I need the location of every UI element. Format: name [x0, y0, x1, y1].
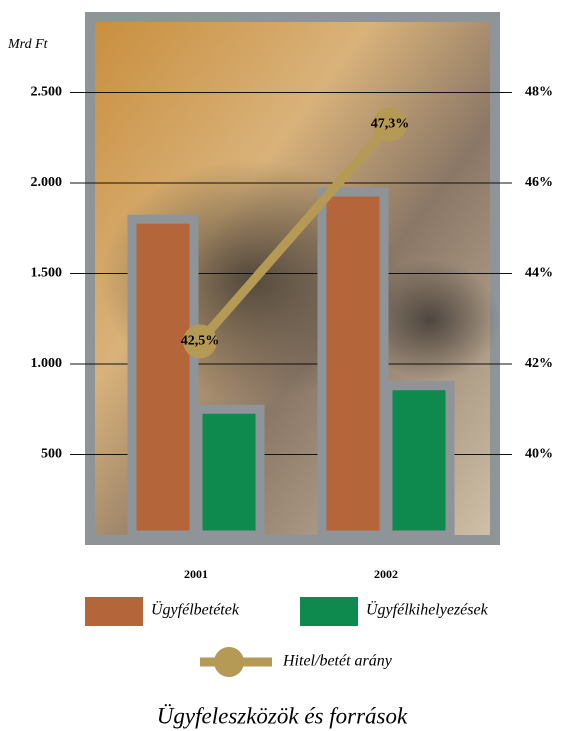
- legend-label: Hitel/betét arány: [282, 653, 393, 670]
- y-tick-label: 1.000: [31, 356, 63, 371]
- y2-tick-label: 40%: [525, 447, 553, 462]
- legend-swatch: [300, 597, 358, 626]
- legend-marker: [214, 647, 244, 677]
- y2-tick-label: 44%: [525, 266, 553, 281]
- legend-label: Ügyfélkihelyezések: [366, 601, 489, 619]
- legend-label: Ügyfélbetétek: [151, 601, 240, 619]
- line-point: [373, 107, 407, 142]
- y-tick-label: 1.500: [31, 266, 63, 281]
- y-tick-label: 500: [41, 447, 62, 462]
- y2-tick-label: 42%: [525, 356, 553, 371]
- x-tick-label: 2002: [374, 567, 398, 581]
- bar: [193, 404, 265, 540]
- data-label: 47,3%: [371, 116, 410, 131]
- bar: [127, 214, 199, 540]
- bar: [317, 187, 389, 540]
- line: [196, 121, 394, 345]
- bar: [383, 381, 455, 540]
- legend-swatch: [85, 597, 143, 626]
- photo-shadow: [360, 260, 500, 380]
- line-point: [183, 324, 217, 359]
- chart-title: Ügyfeleszközök és források: [157, 703, 408, 728]
- y2-tick-label: 48%: [525, 85, 553, 100]
- y2-tick-label: 46%: [525, 175, 553, 190]
- y-axis-label: Mrd Ft: [7, 37, 49, 52]
- y-tick-label: 2.000: [31, 175, 63, 190]
- data-label: 42,5%: [181, 334, 220, 349]
- y-tick-label: 2.500: [31, 85, 63, 100]
- x-tick-label: 2001: [184, 567, 208, 581]
